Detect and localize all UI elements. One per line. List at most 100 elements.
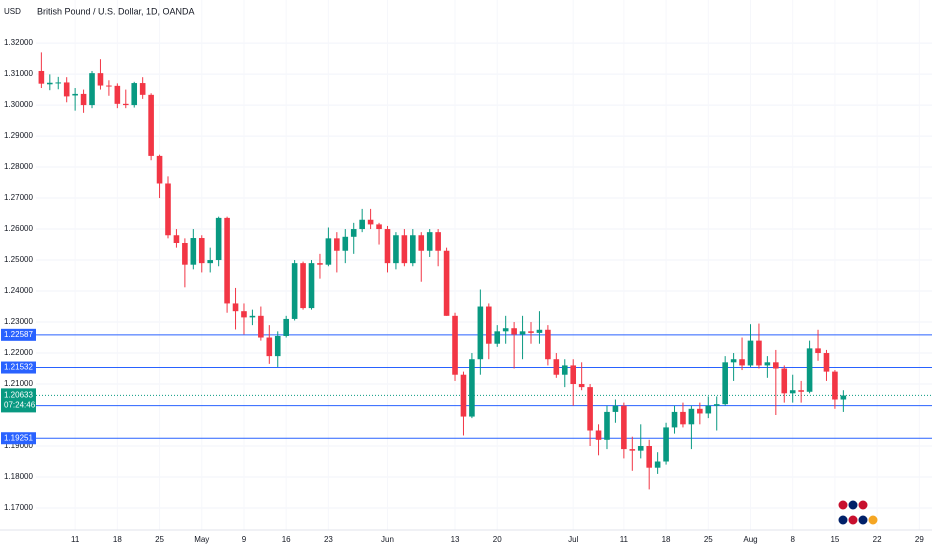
- candle-body: [131, 83, 138, 106]
- y-axis-panel: [0, 0, 36, 530]
- candle-body: [823, 353, 830, 372]
- last-price-box: [1, 388, 36, 413]
- y-tick-label: 1.23000: [4, 317, 33, 326]
- candle-body: [511, 328, 517, 335]
- candle-body: [646, 446, 652, 468]
- candle-body: [215, 217, 222, 261]
- y-tick-label: 1.24000: [4, 286, 33, 295]
- candle-body: [266, 337, 273, 357]
- candle-body: [139, 83, 146, 95]
- candle-body: [148, 94, 154, 156]
- candle-body: [697, 408, 703, 414]
- level-label-box: [1, 361, 36, 374]
- candle-body: [410, 235, 416, 264]
- candle-body: [342, 236, 349, 251]
- candle-body: [258, 315, 264, 338]
- candle-body: [308, 263, 315, 309]
- candle-body: [773, 362, 779, 369]
- candle-body: [300, 263, 306, 309]
- candle-body: [553, 359, 560, 375]
- candle-body: [393, 235, 399, 264]
- y-axis-label: USD: [4, 7, 21, 16]
- candle-body: [764, 362, 771, 366]
- y-tick-label: 1.28000: [4, 162, 33, 171]
- candle-body: [621, 405, 627, 450]
- x-tick-label: 15: [830, 535, 839, 544]
- candle-body: [536, 329, 543, 333]
- candle-body: [106, 85, 112, 87]
- level-label: 1.22587: [4, 330, 33, 339]
- x-tick-label: 25: [704, 535, 713, 544]
- candle-body: [654, 461, 661, 468]
- candle-body: [781, 368, 788, 394]
- candle-body: [545, 329, 551, 360]
- candle-body: [173, 235, 180, 243]
- candle-body: [80, 93, 87, 106]
- candle-body: [359, 219, 365, 230]
- x-tick-label: Jul: [568, 535, 578, 544]
- candle-body: [570, 365, 577, 385]
- candle-body: [401, 235, 408, 264]
- y-tick-label: 1.30000: [4, 100, 33, 109]
- candle-body: [477, 306, 484, 360]
- candle-body: [182, 242, 188, 265]
- y-tick-label: 1.21000: [4, 379, 33, 388]
- candle-body: [452, 315, 458, 375]
- candle-body: [350, 229, 357, 237]
- y-tick-label: 1.18000: [4, 472, 33, 481]
- candle-body: [806, 348, 813, 392]
- countdown-label: 07:24:46: [4, 401, 36, 410]
- axis: 1.17000 1.18000 1.19000 1.21000 1.22000 1.230…: [1, 38, 924, 544]
- x-tick-label: May: [194, 535, 209, 544]
- chart-title: British Pound / U.S. Dollar, 1D, OANDA: [37, 6, 195, 16]
- y-tick-label: 1.31000: [4, 69, 33, 78]
- candle-body: [207, 260, 214, 264]
- x-tick-label: 13: [451, 535, 460, 544]
- level-label: 1.19251: [4, 433, 33, 442]
- x-tick-label: 11: [620, 535, 629, 544]
- grid: [36, 0, 932, 530]
- candle-body: [249, 315, 256, 318]
- x-tick-label: 16: [282, 535, 291, 544]
- x-tick-label: 8: [790, 535, 795, 544]
- candle-body: [38, 70, 45, 84]
- candle-body: [519, 331, 526, 335]
- candle-body: [418, 235, 425, 251]
- x-tick-label: 18: [662, 535, 671, 544]
- y-tick-label: 1.22000: [4, 348, 33, 357]
- candle-body: [756, 340, 762, 366]
- x-tick-label: 9: [242, 535, 247, 544]
- x-tick-label: 29: [915, 535, 924, 544]
- candle-body: [317, 263, 323, 265]
- candle-body: [528, 331, 534, 333]
- candle-body: [190, 238, 197, 265]
- candle-body: [469, 359, 475, 417]
- candle-body: [688, 408, 695, 425]
- candle-body: [156, 155, 163, 184]
- level-label-box: [1, 328, 36, 341]
- x-tick-label: 20: [493, 535, 502, 544]
- x-tick-label: 23: [324, 535, 333, 544]
- candle-body: [604, 411, 610, 440]
- candle-body: [629, 449, 636, 451]
- candle-body: [384, 229, 391, 264]
- candle-body: [460, 374, 467, 417]
- candle-body: [165, 183, 171, 236]
- x-tick-label: 25: [155, 535, 164, 544]
- candle-body: [840, 395, 847, 400]
- candle-body: [739, 359, 745, 366]
- candle-body: [47, 82, 53, 85]
- y-tick-label: 1.17000: [4, 503, 33, 512]
- candles: [38, 52, 847, 490]
- candle-body: [705, 405, 712, 414]
- level-label: 1.21532: [4, 363, 33, 372]
- candle-body: [122, 103, 129, 106]
- candle-body: [89, 73, 95, 106]
- candle-body: [241, 311, 247, 318]
- last-price-label: 1.20633: [4, 391, 33, 400]
- candle-body: [426, 232, 433, 251]
- candle-body: [485, 306, 492, 344]
- candle-body: [815, 348, 821, 354]
